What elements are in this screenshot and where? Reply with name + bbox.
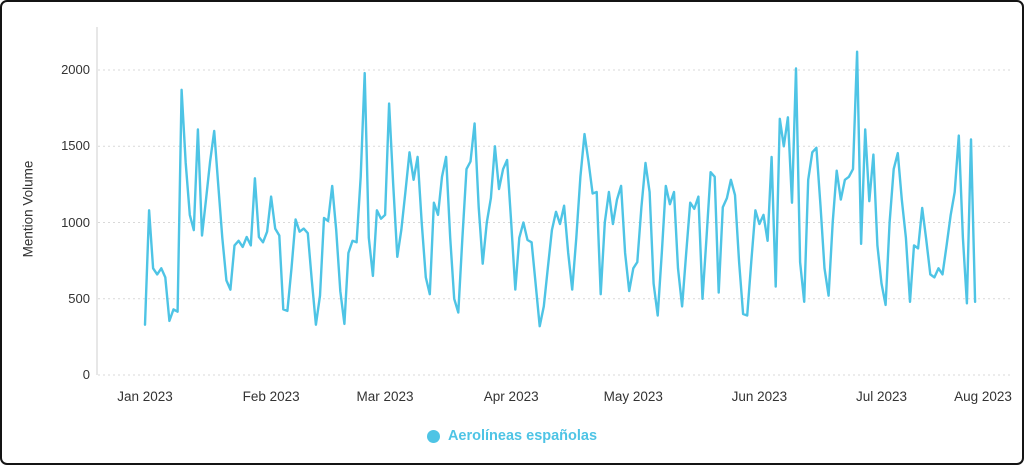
x-tick-label: Jul 2023 (855, 389, 907, 404)
legend-label: Aerolíneas españolas (447, 428, 598, 444)
y-tick-label: 1500 (61, 138, 90, 154)
x-tick-label: Mar 2023 (356, 389, 414, 404)
series-line-aerolineas-espanolas[interactable] (143, 50, 977, 328)
x-tick-label: Jan 2023 (117, 389, 173, 404)
x-tick-label: Jun 2023 (731, 389, 788, 404)
y-tick-label: 0 (82, 367, 90, 382)
x-tick-label: Feb 2023 (242, 389, 300, 404)
legend-marker-icon (426, 429, 440, 443)
x-tick-label: Apr 2023 (483, 389, 539, 404)
x-tick-label: May 2023 (603, 389, 663, 404)
y-tick-label: 2000 (61, 62, 90, 77)
x-tick-label: Aug 2023 (954, 389, 1012, 404)
legend-item[interactable]: Aerolíneas españolas (2, 428, 1022, 444)
y-tick-label: 500 (68, 290, 90, 306)
y-tick-label: 1000 (61, 214, 90, 230)
